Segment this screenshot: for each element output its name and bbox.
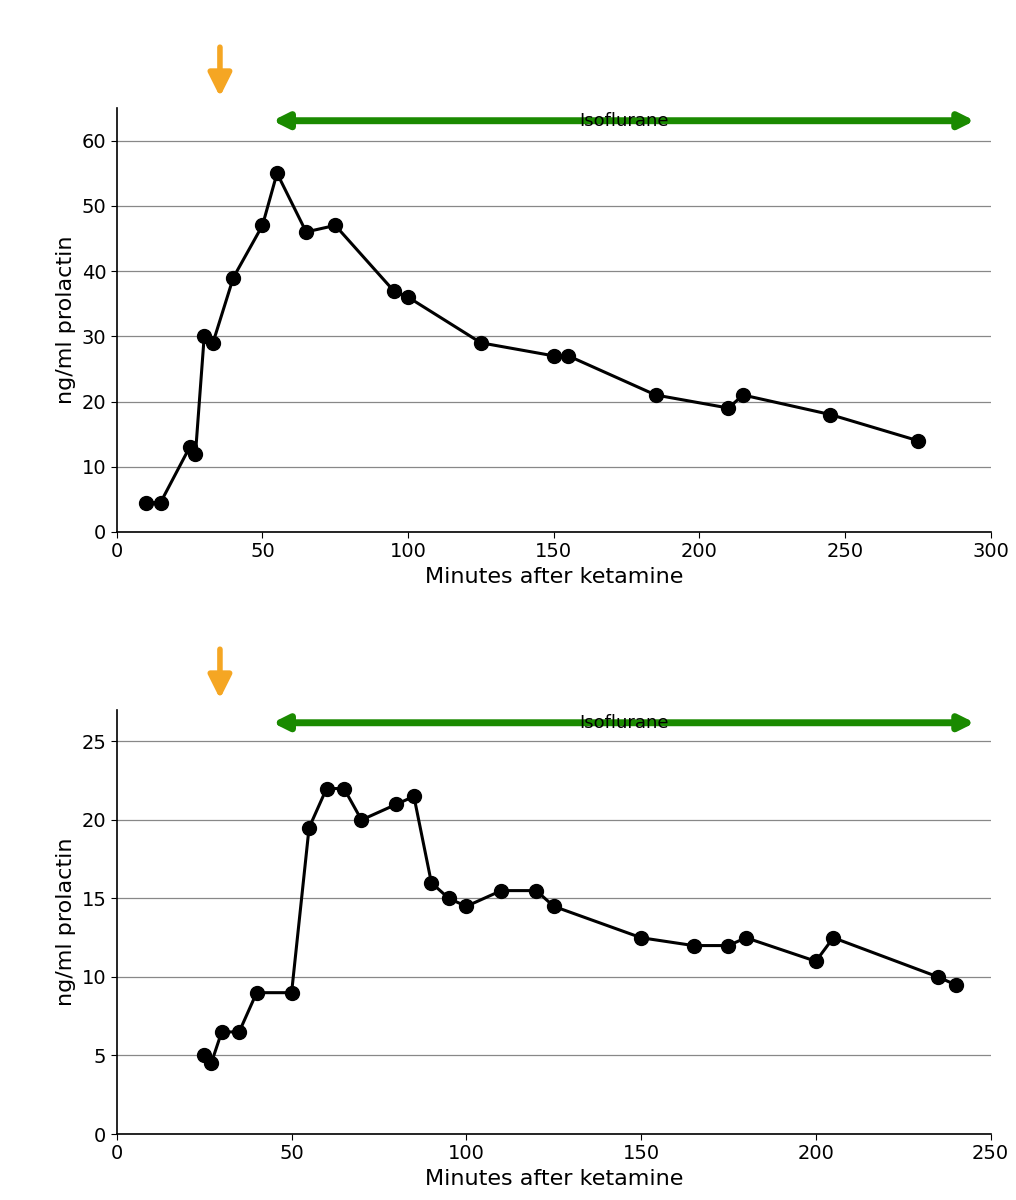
Text: Isoflurane: Isoflurane — [579, 714, 669, 732]
X-axis label: Minutes after ketamine: Minutes after ketamine — [425, 1169, 683, 1189]
Y-axis label: ng/ml prolactin: ng/ml prolactin — [56, 235, 76, 404]
Y-axis label: ng/ml prolactin: ng/ml prolactin — [56, 838, 76, 1007]
Text: Isoflurane: Isoflurane — [579, 112, 669, 130]
X-axis label: Minutes after ketamine: Minutes after ketamine — [425, 566, 683, 587]
